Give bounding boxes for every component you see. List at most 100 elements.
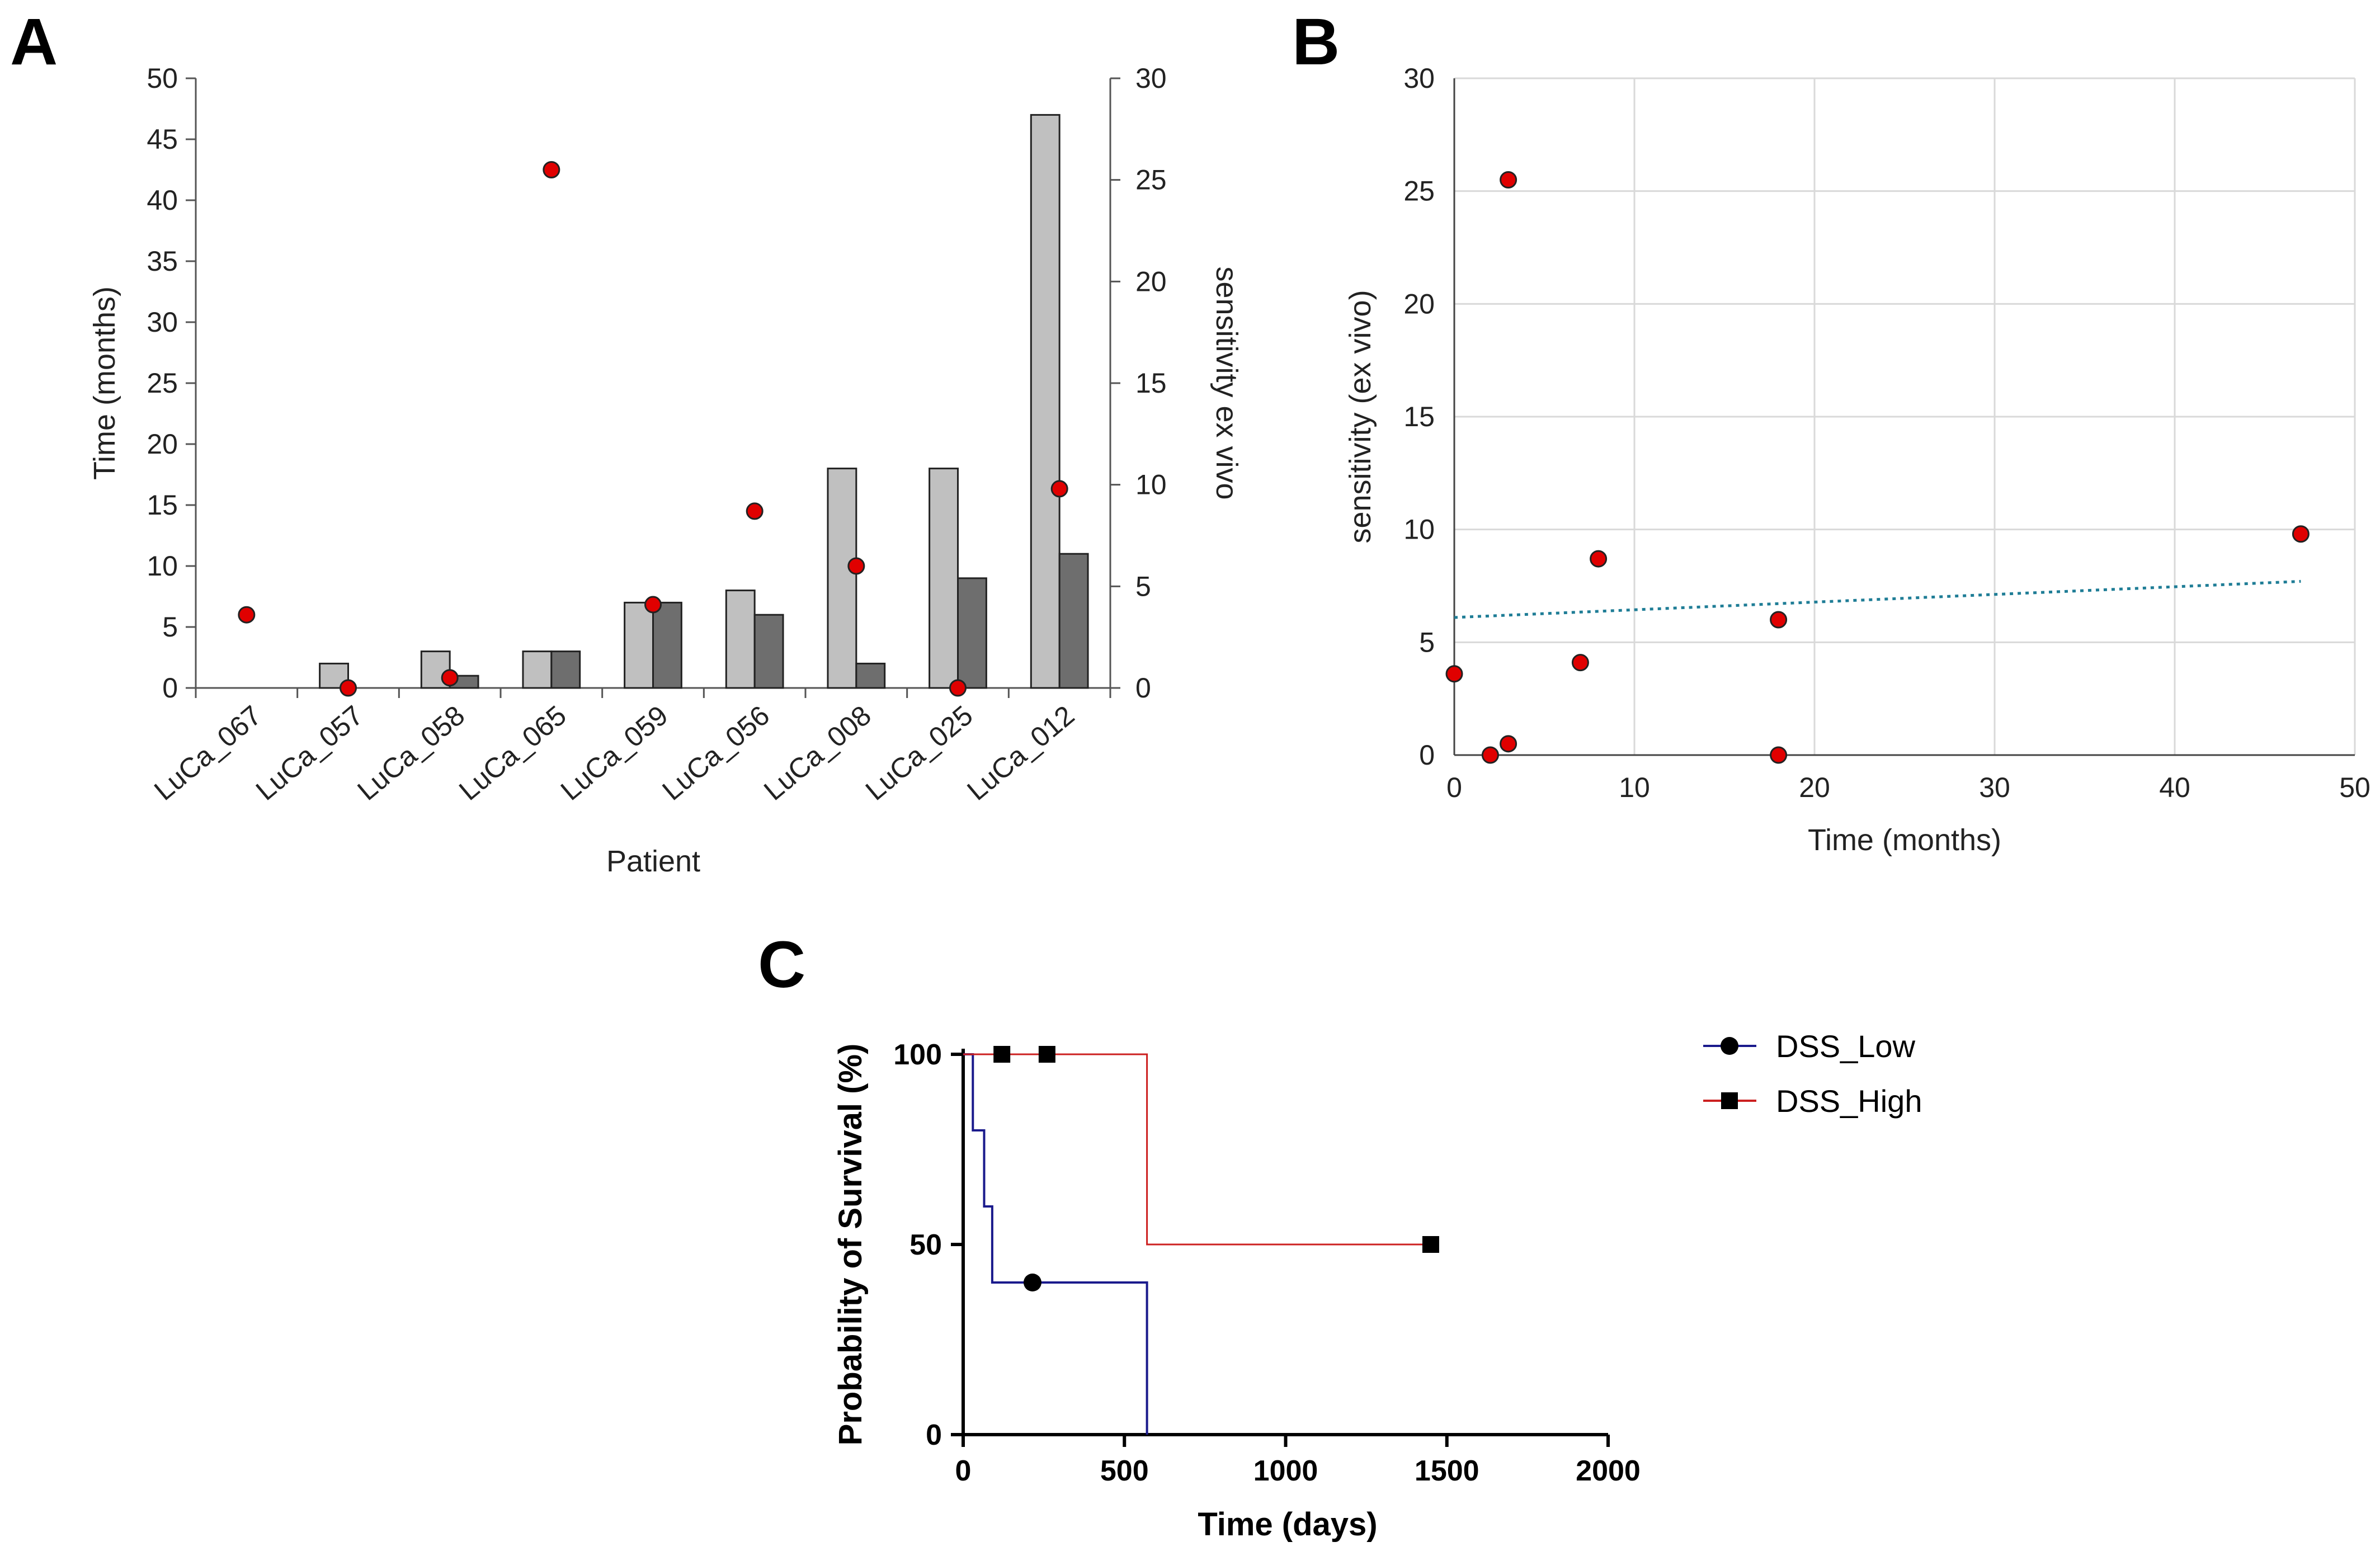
b-y-axis-title: sensitivity (ex vivo) (1344, 290, 1377, 543)
b-data-point (1590, 550, 1608, 568)
a-y2-tick-label: 20 (1135, 266, 1167, 297)
c-censor-marker-square (993, 1046, 1011, 1063)
b-y-tick-label: 30 (1403, 63, 1435, 94)
c-survival-curve-dss-high (963, 1053, 1431, 1246)
a-sensitivity-point (543, 161, 560, 178)
c-censor-marker-square (1422, 1236, 1439, 1253)
a-x-tick-label: LuCa_059 (555, 700, 674, 807)
a-y2-tick-label: 5 (1135, 570, 1151, 602)
b-x-tick-label: 50 (2339, 772, 2370, 803)
a-y-tick-label: 35 (147, 246, 178, 277)
a-y-tick-label: 0 (162, 672, 178, 704)
a-bar-dark (855, 662, 886, 689)
c-y-axis-title: Probability of Survival (%) (832, 1044, 869, 1446)
a-bar-light (827, 468, 857, 689)
a-y-axis-title: Time (months) (88, 286, 121, 480)
a-y-tick-label: 30 (147, 307, 178, 338)
a-y-tick-label: 50 (147, 63, 178, 94)
a-bar-light (522, 650, 553, 689)
a-sensitivity-point (847, 557, 865, 575)
b-y-tick-label: 15 (1403, 401, 1435, 432)
c-x-axis-title: Time (days) (1198, 1506, 1377, 1543)
b-y-tick-label: 25 (1403, 176, 1435, 207)
a-sensitivity-point (238, 606, 256, 624)
panel-label-b: B (1292, 5, 1340, 79)
panel-label-c: C (758, 928, 805, 1002)
b-data-point (1500, 735, 1517, 753)
legend-marker-square-icon (1721, 1092, 1738, 1109)
a-bar-dark (550, 650, 581, 689)
a-y2-axis-title: sensitivity ex vivo (1210, 266, 1243, 499)
a-sensitivity-point (340, 679, 357, 697)
b-data-point (1500, 171, 1517, 188)
b-x-tick-label: 20 (1799, 772, 1830, 803)
b-x-tick-label: 30 (1979, 772, 2010, 803)
a-x-tick-label: LuCa_065 (453, 700, 572, 807)
a-y2-tick-label: 30 (1135, 63, 1167, 94)
a-bar-light (1030, 114, 1061, 689)
b-y-tick-label: 5 (1419, 626, 1435, 658)
b-data-point (1481, 746, 1499, 764)
b-data-point (1770, 611, 1788, 629)
b-x-axis-title: Time (months) (1808, 823, 2001, 857)
c-y-tick-label: 100 (893, 1039, 942, 1071)
b-trendline (1454, 579, 2301, 619)
scatter-chart-b: 0 10 20 30 40 50 0 5 10 15 20 25 30 (1403, 63, 2370, 803)
a-x-tick-label: LuCa_025 (860, 700, 979, 807)
b-y-tick-label: 10 (1403, 514, 1435, 545)
panel-label-a: A (10, 5, 58, 79)
a-y2-tick-label: 25 (1135, 164, 1167, 196)
c-x-tick-label: 500 (1100, 1455, 1149, 1487)
a-sensitivity-point (644, 596, 662, 614)
a-y-tick-label: 15 (147, 489, 178, 521)
legend-marker-circle-icon (1721, 1037, 1738, 1055)
a-bar-dark (1058, 553, 1089, 689)
a-y-tick-label: 45 (147, 124, 178, 155)
a-bar-dark (652, 601, 682, 689)
b-data-point (2292, 525, 2310, 543)
a-y-tick-label: 20 (147, 428, 178, 460)
c-y-tick-label: 0 (926, 1419, 942, 1451)
c-x-tick-label: 1500 (1415, 1455, 1479, 1487)
a-y-tick-label: 40 (147, 185, 178, 216)
bar-chart-a: 0 5 10 15 20 25 30 35 40 45 50 0 5 10 15 20 25 30 LuCa_067… (147, 63, 1166, 807)
a-y2-tick-label: 10 (1135, 469, 1167, 501)
a-sensitivity-point (949, 679, 967, 697)
a-x-tick-label: LuCa_058 (351, 700, 470, 807)
a-bar-dark (957, 577, 987, 689)
a-bar-dark (753, 614, 784, 689)
a-bar-light (624, 601, 654, 689)
a-y-tick-label: 5 (162, 611, 178, 643)
b-y-tick-label: 20 (1403, 288, 1435, 319)
c-x-tick-label: 0 (955, 1455, 972, 1487)
c-x-tick-label: 2000 (1576, 1455, 1641, 1487)
c-survival-curve-dss-low (963, 1053, 1148, 1435)
c-censor-marker-square (1038, 1046, 1055, 1063)
c-censor-marker-circle (1023, 1274, 1041, 1291)
legend-label-dss-low: DSS_Low (1776, 1029, 1916, 1064)
c-x-tick-label: 1000 (1253, 1455, 1318, 1487)
a-sensitivity-point (1050, 480, 1068, 498)
a-sensitivity-point (746, 502, 764, 520)
a-sensitivity-point (441, 669, 459, 687)
a-y-tick-label: 25 (147, 367, 178, 399)
legend-label-dss-high: DSS_High (1776, 1083, 1922, 1119)
b-data-point (1571, 654, 1589, 672)
a-x-tick-label: LuCa_012 (961, 700, 1080, 807)
a-bar-light (725, 590, 756, 689)
a-bar-light (929, 468, 959, 689)
a-x-tick-label: LuCa_008 (758, 700, 877, 807)
b-x-tick-label: 0 (1446, 772, 1462, 803)
a-bar-light (319, 662, 350, 689)
a-x-tick-label: LuCa_056 (656, 700, 775, 807)
legend-c: DSS_Low DSS_High (1703, 1029, 1922, 1119)
a-x-tick-label: LuCa_067 (148, 700, 267, 807)
a-y-tick-label: 10 (147, 550, 178, 582)
b-data-point (1770, 746, 1788, 764)
a-y2-tick-label: 0 (1135, 672, 1151, 704)
a-y2-tick-label: 15 (1135, 367, 1167, 399)
b-x-tick-label: 10 (1619, 772, 1650, 803)
b-y-tick-label: 0 (1419, 739, 1435, 771)
